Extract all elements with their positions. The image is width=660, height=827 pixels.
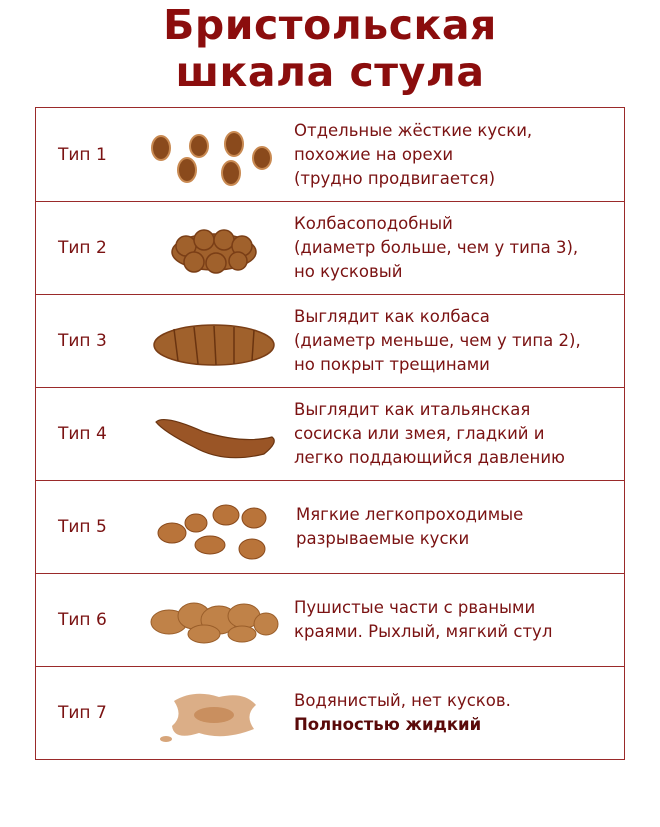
type-row-5: Тип 5 Мягкие легкопроходимые разрываемые… [36, 480, 624, 574]
description-line: Пушистые части с рваными [294, 597, 536, 617]
type-description: Колбасоподобный (диаметр больше, чем у т… [294, 201, 578, 294]
type-label: Тип 2 [58, 237, 107, 258]
description-line: но кусковый [294, 261, 403, 281]
description-line: (диаметр меньше, чем у типа 2), [294, 330, 581, 350]
description-line: Выглядит как колбаса [294, 306, 490, 326]
type-row-4: Тип 4 Выглядит как итальянская сосиска и… [36, 387, 624, 481]
type-label: Тип 4 [58, 423, 107, 444]
type-description: Мягкие легкопроходимые разрываемые куски [296, 480, 523, 573]
description-line: Колбасоподобный [294, 213, 453, 233]
type-row-6: Тип 6 Пушистые части с рваными краями. Р… [36, 573, 624, 667]
type-row-2: Тип 2 Колбасоподобный (диаметр больше, ч… [36, 201, 624, 295]
type-row-3: Тип 3 Выглядит как колбаса (диаметр мень… [36, 294, 624, 388]
description-line: краями. Рыхлый, мягкий стул [294, 621, 553, 641]
type-row-1: Тип 1 Отдельные жёсткие куски, похожие н… [36, 108, 624, 202]
type-label: Тип 1 [58, 144, 107, 165]
description-line: Выглядит как итальянская [294, 399, 531, 419]
type-description: Отдельные жёсткие куски, похожие на орех… [294, 108, 532, 201]
description-line: Отдельные жёсткие куски, [294, 120, 533, 140]
type-6-stool-illustration [150, 602, 279, 644]
type-2-stool-illustration [171, 229, 257, 274]
type-description: Пушистые части с рваными краями. Рыхлый,… [294, 573, 552, 666]
description-line: но покрыт трещинами [294, 354, 490, 374]
description-line: разрываемые куски [296, 528, 470, 548]
type-3-stool-illustration [153, 324, 275, 366]
description-line: похожие на орехи [294, 144, 454, 164]
description-bold-line: Полностью жидкий [294, 714, 482, 734]
type-5-stool-illustration [157, 504, 267, 560]
description-line: Мягкие легкопроходимые [296, 504, 524, 524]
type-description: Выглядит как колбаса (диаметр меньше, че… [294, 294, 581, 387]
type-label: Тип 5 [58, 516, 107, 537]
description-line: легко поддающийся давлению [294, 447, 565, 467]
type-1-stool-illustration [151, 131, 272, 186]
type-label: Тип 7 [58, 702, 107, 723]
description-line: Водянистый, нет кусков. [294, 690, 511, 710]
type-4-stool-illustration [155, 419, 275, 459]
title-line-2: шкала стула [175, 48, 485, 96]
title-line-1: Бристольская [163, 1, 497, 49]
type-description: Выглядит как итальянская сосиска или зме… [294, 387, 565, 480]
description-line: (диаметр больше, чем у типа 3), [294, 237, 579, 257]
description-line: (трудно продвигается) [294, 168, 496, 188]
description-line: сосиска или змея, гладкий и [294, 423, 545, 443]
type-label: Тип 3 [58, 330, 107, 351]
page-title: Бристольская шкала стула [0, 2, 660, 96]
bristol-scale-table: Тип 1 Отдельные жёсткие куски, похожие н… [35, 107, 625, 760]
type-row-7: Тип 7 Водянистый, нет кусков. Полностью … [36, 666, 624, 759]
type-description: Водянистый, нет кусков. Полностью жидкий [294, 666, 511, 759]
type-7-stool-illustration [160, 693, 256, 742]
type-label: Тип 6 [58, 609, 107, 630]
